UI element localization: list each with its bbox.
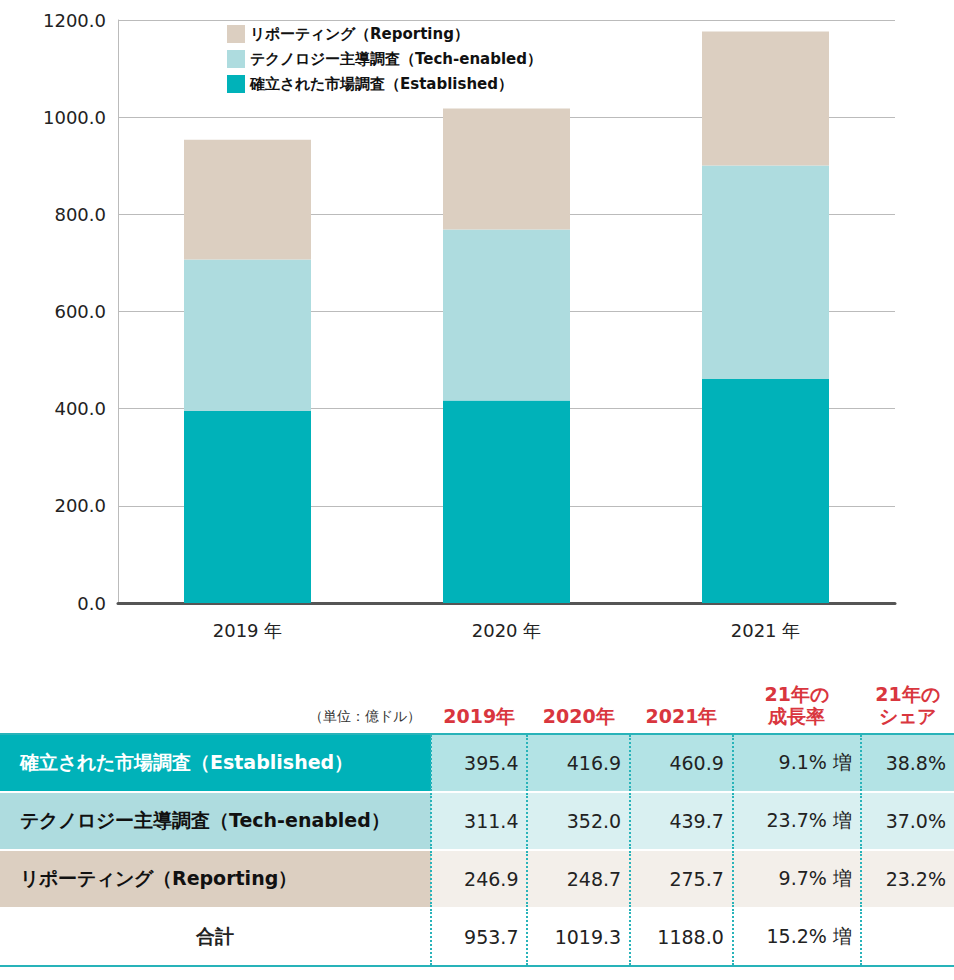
svg-text:2020 年: 2020 年 (472, 620, 542, 641)
html-text:416.9: 416.9 (566, 752, 622, 774)
svg-text:確立された市場調査（Established）: 確立された市場調査（Established） (249, 75, 513, 93)
svg-text:400.0: 400.0 (54, 398, 106, 419)
html-text:38.8%: 38.8% (885, 752, 946, 774)
svg-text:リポーティング（Reporting）: リポーティング（Reporting） (250, 25, 469, 43)
html-text:成長率: 成長率 (768, 705, 826, 727)
html-text:352.0: 352.0 (566, 810, 622, 832)
html-text:シェア: シェア (878, 705, 936, 727)
html-text:439.7: 439.7 (669, 810, 724, 832)
html-text:460.9: 460.9 (669, 752, 724, 774)
html-text:15.2% 増: 15.2% 増 (766, 925, 852, 947)
svg-text:2021 年: 2021 年 (731, 620, 801, 641)
html-text:395.4: 395.4 (464, 752, 519, 774)
html-text:テクノロジー主導調査（Tech-enabled）: テクノロジー主導調査（Tech-enabled） (20, 809, 390, 831)
html-text:21年の: 21年の (875, 683, 940, 705)
svg-text:0.0: 0.0 (77, 593, 106, 614)
html-text:1019.3: 1019.3 (554, 926, 622, 948)
html-text:（単位：億ドル）: （単位：億ドル） (309, 708, 421, 724)
html-text:246.9: 246.9 (464, 868, 519, 890)
html-text:248.7: 248.7 (566, 868, 622, 890)
html-text:9.1% 増: 9.1% 増 (778, 751, 852, 773)
html-text:リポーティング（Reporting）: リポーティング（Reporting） (20, 867, 298, 889)
svg-text:800.0: 800.0 (54, 204, 106, 225)
html-text:23.2%: 23.2% (885, 868, 946, 890)
svg-text:1200.0: 1200.0 (43, 10, 106, 31)
html-text:311.4: 311.4 (464, 810, 519, 832)
html-text:2019年: 2019年 (443, 705, 516, 727)
html-text:9.7% 増: 9.7% 増 (778, 867, 852, 889)
html-text:21年の: 21年の (764, 683, 829, 705)
html-text:23.7% 増: 23.7% 増 (766, 809, 852, 831)
html-text:確立された市場調査（Established）: 確立された市場調査（Established） (20, 751, 354, 773)
html-text:953.7: 953.7 (464, 926, 519, 948)
svg-text:テクノロジー主導調査（Tech-enabled）: テクノロジー主導調査（Tech-enabled） (250, 50, 542, 68)
svg-text:200.0: 200.0 (54, 495, 106, 516)
html-text:1188.0: 1188.0 (657, 926, 724, 948)
html-text:合計: 合計 (196, 925, 234, 947)
html-text:275.7: 275.7 (669, 868, 724, 890)
svg-text:1000.0: 1000.0 (43, 107, 106, 128)
svg-text:2019 年: 2019 年 (213, 620, 283, 641)
html-text:37.0%: 37.0% (885, 810, 946, 832)
html-text:2020年: 2020年 (542, 705, 615, 727)
html-text:2021年: 2021年 (645, 705, 718, 727)
svg-text:600.0: 600.0 (54, 301, 106, 322)
